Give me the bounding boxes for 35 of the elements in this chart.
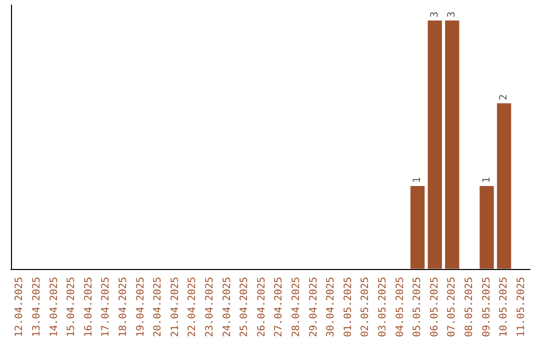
data-label: 3 [429, 11, 440, 18]
x-tick-label: 07.05.2025 [446, 276, 458, 338]
x-tick-label: 24.04.2025 [222, 276, 233, 338]
x-tick-label: 18.04.2025 [118, 276, 129, 338]
data-label: 2 [498, 94, 510, 100]
x-tick-label: 22.04.2025 [187, 276, 198, 338]
x-tick-label: 17.04.2025 [100, 276, 112, 338]
x-tick-label: 26.04.2025 [256, 276, 268, 338]
x-tick-label: 05.05.2025 [412, 276, 424, 338]
x-tick-label: 19.04.2025 [135, 276, 146, 338]
x-tick-label: 23.04.2025 [204, 276, 216, 338]
x-tick-label: 06.05.2025 [429, 276, 440, 338]
x-tick-label: 09.05.2025 [481, 276, 492, 338]
x-tick-label: 20.04.2025 [152, 276, 164, 338]
x-tick-label: 29.04.2025 [308, 276, 320, 338]
x-tick-label: 28.04.2025 [290, 276, 302, 338]
x-tick-label: 10.05.2025 [498, 276, 510, 338]
x-tick-label: 12.04.2025 [14, 276, 26, 338]
x-tick-label: 02.05.2025 [360, 276, 372, 338]
x-tick-label: 14.04.2025 [48, 276, 60, 338]
x-tick-label: 01.05.2025 [342, 276, 354, 338]
data-label: 3 [446, 11, 458, 18]
x-tick-label: 08.05.2025 [464, 276, 475, 338]
x-tick-label: 03.05.2025 [377, 276, 388, 338]
x-tick-label: 21.04.2025 [170, 276, 181, 338]
data-label: 1 [412, 177, 424, 184]
x-tick-label: 27.04.2025 [274, 276, 285, 338]
x-tick-label: 04.05.2025 [394, 276, 406, 338]
x-tick-label: 25.04.2025 [239, 276, 250, 338]
x-tick-label: 30.04.2025 [326, 276, 337, 338]
x-tick-label: 16.04.2025 [83, 276, 94, 338]
data-label: 1 [481, 177, 492, 184]
x-tick-label: 13.04.2025 [31, 276, 42, 338]
x-tick-label: 11.05.2025 [516, 276, 527, 338]
x-tick-label: 15.04.2025 [66, 276, 78, 338]
